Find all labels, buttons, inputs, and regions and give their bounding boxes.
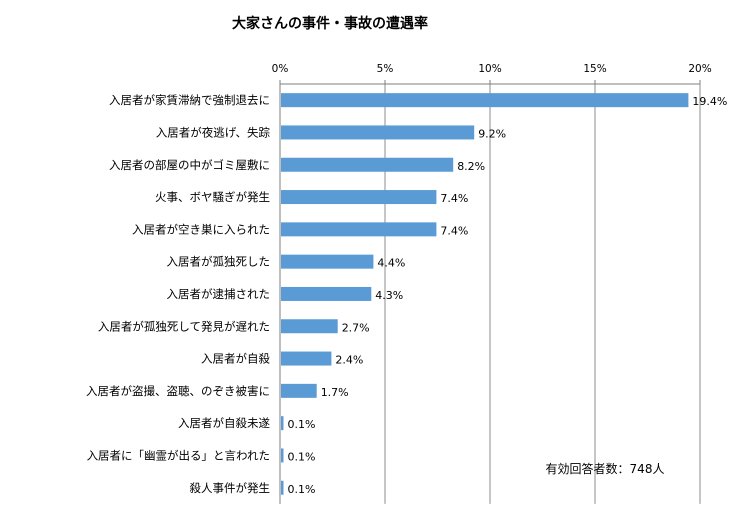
value-label: 2.7% xyxy=(342,321,370,334)
respondents-note: 有効回答者数：748人 xyxy=(546,461,665,476)
category-label: 入居者が空き巣に入られた xyxy=(132,222,270,236)
value-label: 9.2% xyxy=(478,127,506,140)
bar xyxy=(281,383,317,398)
bar xyxy=(281,93,689,108)
bars xyxy=(281,93,689,495)
bar xyxy=(281,286,372,301)
category-label: 殺人事件が発生 xyxy=(190,481,271,495)
value-label: 1.7% xyxy=(321,386,349,399)
category-label: 入居者に「幽霊が出る」と言われた xyxy=(87,448,270,462)
x-tick-label: 20% xyxy=(688,63,711,75)
category-label: 入居者が夜逃げ、失踪 xyxy=(156,125,271,139)
category-labels: 入居者が家賃滞納で強制退去に入居者が夜逃げ、失踪入居者の部屋の中がゴミ屋敷に火事… xyxy=(86,93,270,495)
value-label: 4.4% xyxy=(377,257,405,270)
bar xyxy=(281,190,437,205)
chart-title: 大家さんの事件・事故の遭遇率 xyxy=(232,15,428,32)
x-axis-ticks: 0% 5% 10% 15% 20% xyxy=(272,63,712,85)
category-label: 入居者が孤独死した xyxy=(167,255,271,269)
x-tick-label: 15% xyxy=(583,63,606,75)
category-label: 火事、ボヤ騒ぎが発生 xyxy=(155,190,270,204)
value-labels: 19.4% 9.2% 8.2% 7.4% 7.4% 4.4% 4.3% 2.7% 2.4% 1.7… xyxy=(288,95,728,496)
bar xyxy=(281,480,284,495)
bar xyxy=(281,157,454,172)
bar xyxy=(281,351,332,366)
x-tick-label: 0% xyxy=(272,63,289,75)
bar xyxy=(281,448,284,463)
category-label: 入居者が自殺 xyxy=(201,352,270,366)
value-label: 0.1% xyxy=(288,483,316,496)
grid-lines xyxy=(279,84,701,504)
value-label: 7.4% xyxy=(440,224,468,237)
bar xyxy=(281,416,284,431)
value-label: 0.1% xyxy=(288,450,316,463)
value-label: 19.4% xyxy=(692,95,727,108)
bar xyxy=(281,222,437,237)
category-label: 入居者が孤独死して発見が遅れた xyxy=(98,319,270,333)
value-label: 0.1% xyxy=(288,418,316,431)
value-label: 7.4% xyxy=(440,192,468,205)
category-label: 入居者が逮捕された xyxy=(167,287,271,301)
category-label: 入居者が自殺未遂 xyxy=(178,416,270,430)
category-label: 入居者が家賃滞納で強制退去に xyxy=(109,93,270,107)
value-label: 8.2% xyxy=(457,160,485,173)
value-label: 4.3% xyxy=(375,289,403,302)
category-label: 入居者の部屋の中がゴミ屋敷に xyxy=(109,158,270,172)
category-label: 入居者が盗撮、盗聴、のぞき被害に xyxy=(86,384,270,398)
bar xyxy=(281,319,338,334)
x-tick-label: 10% xyxy=(478,63,501,75)
bar xyxy=(281,125,475,140)
bar xyxy=(281,254,374,269)
x-tick-label: 5% xyxy=(377,63,394,75)
value-label: 2.4% xyxy=(335,354,363,367)
